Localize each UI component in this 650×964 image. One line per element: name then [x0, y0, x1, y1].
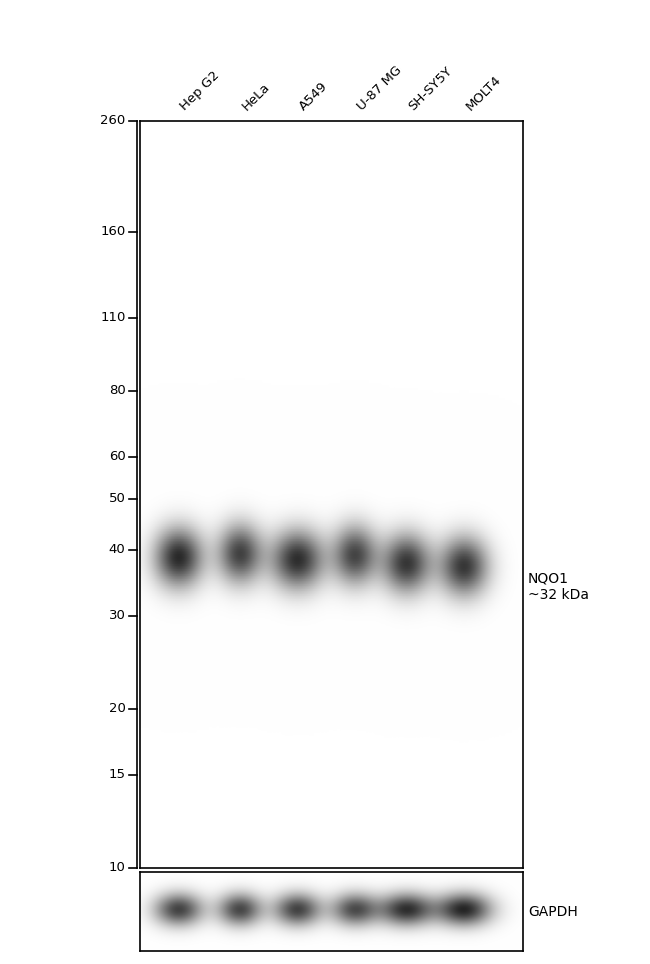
Text: SH-SY5Y: SH-SY5Y [406, 64, 455, 113]
Text: MOLT4: MOLT4 [464, 72, 504, 113]
Text: GAPDH: GAPDH [528, 905, 578, 919]
Text: 160: 160 [100, 226, 125, 238]
Text: U-87 MG: U-87 MG [354, 64, 404, 113]
Text: 20: 20 [109, 702, 125, 715]
Text: 80: 80 [109, 385, 125, 397]
Text: Hep G2: Hep G2 [178, 68, 222, 113]
Text: NQO1
~32 kDa: NQO1 ~32 kDa [528, 572, 589, 602]
Text: HeLa: HeLa [239, 80, 272, 113]
Text: 50: 50 [109, 492, 125, 505]
Text: 10: 10 [109, 861, 125, 874]
Text: 110: 110 [100, 311, 125, 324]
Text: 260: 260 [100, 114, 125, 127]
Text: 40: 40 [109, 544, 125, 556]
Text: A549: A549 [297, 79, 330, 113]
Text: 30: 30 [109, 609, 125, 622]
Text: 60: 60 [109, 450, 125, 464]
Text: 15: 15 [109, 768, 125, 781]
